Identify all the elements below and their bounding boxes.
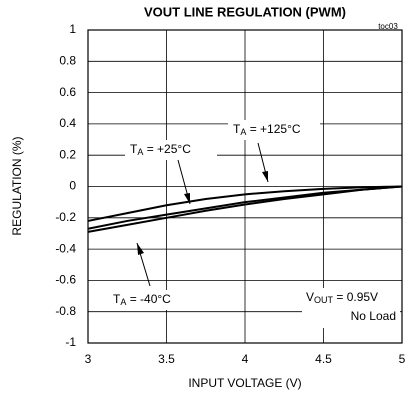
annotation-layer	[108, 120, 400, 328]
series-label: TA = -40°C	[113, 292, 171, 307]
arrowhead	[184, 193, 190, 204]
lines	[87, 185, 403, 233]
y-tick-label: 0.6	[59, 85, 76, 99]
annotation: VOUT = 0.95V	[306, 290, 378, 305]
chart-title: VOUT LINE REGULATION (PWM)	[144, 4, 346, 19]
arrowhead	[262, 171, 268, 182]
label-bg	[125, 140, 217, 160]
figure-code: toc03	[378, 22, 398, 31]
y-tick-label: 0.8	[59, 53, 76, 67]
y-tick-label: -0.2	[55, 210, 76, 224]
series-line	[87, 185, 403, 222]
x-tick-label: 5	[399, 352, 406, 366]
x-axis-label: INPUT VOLTAGE (V)	[188, 376, 301, 390]
series-label: TA = +25°C	[130, 142, 191, 157]
x-tick-label: 3	[85, 352, 92, 366]
label-bg	[302, 288, 400, 328]
y-tick-label: -0.6	[55, 273, 76, 287]
label-bg	[108, 290, 196, 310]
x-tick-label: 4.5	[315, 352, 332, 366]
y-tick-label: -0.4	[55, 241, 76, 255]
x-tick-label: 3.5	[158, 352, 175, 366]
y-tick-label: 0.4	[59, 116, 76, 130]
series-label: TA = +125°C	[233, 122, 301, 137]
arrowhead	[137, 243, 144, 255]
x-tick-label: 4	[242, 352, 249, 366]
y-tick-label: 1	[69, 22, 76, 36]
y-tick-label: 0	[69, 179, 76, 193]
grid	[87, 29, 403, 344]
label-bg	[228, 120, 320, 140]
y-tick-label: 0.2	[59, 147, 76, 161]
y-axis-label: REGULATION (%)	[10, 136, 24, 235]
y-tick-label: -0.8	[55, 304, 76, 318]
series-line	[87, 185, 403, 233]
y-tick-label: -1	[65, 335, 76, 349]
annotation: No Load	[351, 309, 396, 323]
